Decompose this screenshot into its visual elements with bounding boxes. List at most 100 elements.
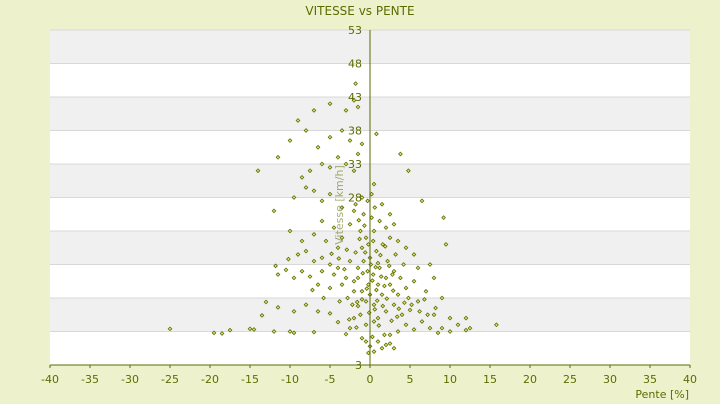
data-point: [371, 181, 377, 187]
data-point: [389, 318, 394, 324]
data-point: [353, 81, 358, 86]
data-point: [299, 175, 305, 180]
data-point: [255, 168, 261, 174]
data-point: [423, 288, 429, 294]
x-tick-label: -10: [281, 373, 299, 386]
data-point: [376, 323, 382, 328]
data-point: [370, 238, 376, 244]
data-point: [384, 296, 390, 302]
x-tick-label: 15: [483, 373, 497, 386]
data-point: [327, 164, 333, 170]
data-point: [370, 334, 375, 340]
data-point: [395, 329, 401, 334]
data-point: [358, 312, 363, 318]
data-point: [383, 342, 389, 348]
data-point: [303, 302, 309, 308]
data-point: [393, 252, 398, 257]
data-point: [427, 325, 433, 331]
data-point: [371, 228, 377, 234]
data-point: [382, 283, 387, 289]
data-point: [415, 298, 421, 304]
data-point: [275, 305, 281, 310]
data-point: [379, 201, 385, 207]
data-point: [227, 327, 233, 333]
data-point: [359, 288, 365, 294]
data-point: [342, 266, 347, 272]
data-point: [383, 225, 389, 231]
data-point: [371, 349, 377, 354]
data-point: [363, 298, 369, 304]
x-tick-label: -25: [161, 373, 179, 386]
data-point: [299, 238, 305, 244]
data-point: [347, 138, 353, 143]
data-point: [359, 195, 365, 200]
data-point: [399, 312, 405, 318]
data-point: [247, 326, 253, 332]
data-point: [343, 108, 349, 113]
data-point: [387, 211, 393, 217]
data-point: [339, 282, 345, 287]
data-point: [335, 265, 341, 271]
data-point: [383, 309, 389, 314]
data-point: [353, 201, 358, 207]
data-point: [355, 104, 361, 110]
data-point: [271, 329, 277, 334]
data-point: [335, 154, 341, 160]
data-point: [439, 295, 445, 301]
data-point: [377, 265, 382, 271]
data-point: [344, 247, 350, 253]
data-point: [311, 258, 317, 264]
data-point: [303, 128, 309, 133]
data-point: [382, 332, 387, 338]
data-point: [287, 228, 293, 234]
data-point: [374, 298, 380, 304]
data-point: [401, 262, 406, 267]
data-point: [403, 322, 409, 328]
data-point: [263, 299, 269, 305]
data-point: [219, 331, 225, 336]
data-point: [372, 307, 378, 312]
data-point: [271, 208, 277, 214]
data-point: [372, 205, 378, 210]
data-point: [319, 255, 325, 261]
data-point: [382, 244, 388, 249]
data-point: [387, 235, 393, 241]
data-point: [167, 326, 173, 332]
y-tick-label: 43: [348, 91, 362, 104]
data-point: [363, 322, 369, 328]
data-point: [337, 298, 342, 304]
x-tick-label: -15: [241, 373, 259, 386]
data-point: [379, 292, 385, 298]
x-tick-label: -30: [121, 373, 139, 386]
data-point: [386, 263, 392, 269]
data-point: [287, 329, 293, 334]
data-point: [447, 315, 453, 321]
data-point: [447, 329, 453, 334]
x-tick-label: -20: [201, 373, 219, 386]
data-point: [319, 161, 325, 167]
data-point: [359, 245, 365, 251]
data-point: [327, 191, 333, 197]
data-point: [371, 319, 377, 324]
x-tick-label: 10: [443, 373, 457, 386]
data-point: [422, 296, 427, 302]
data-point: [391, 268, 397, 274]
data-point: [355, 265, 361, 271]
data-point: [375, 282, 381, 287]
data-point: [347, 221, 353, 227]
data-point: [371, 302, 377, 308]
x-tick-label: 40: [683, 373, 697, 386]
data-point: [385, 258, 390, 264]
data-point: [331, 272, 337, 277]
data-point: [251, 327, 257, 332]
x-axis-label: Pente [%]: [635, 388, 689, 400]
data-point: [361, 211, 366, 217]
data-point: [359, 335, 365, 341]
data-point: [387, 282, 393, 287]
data-point: [327, 101, 333, 107]
data-point: [336, 256, 342, 261]
data-point: [335, 245, 341, 251]
data-point: [391, 221, 397, 227]
